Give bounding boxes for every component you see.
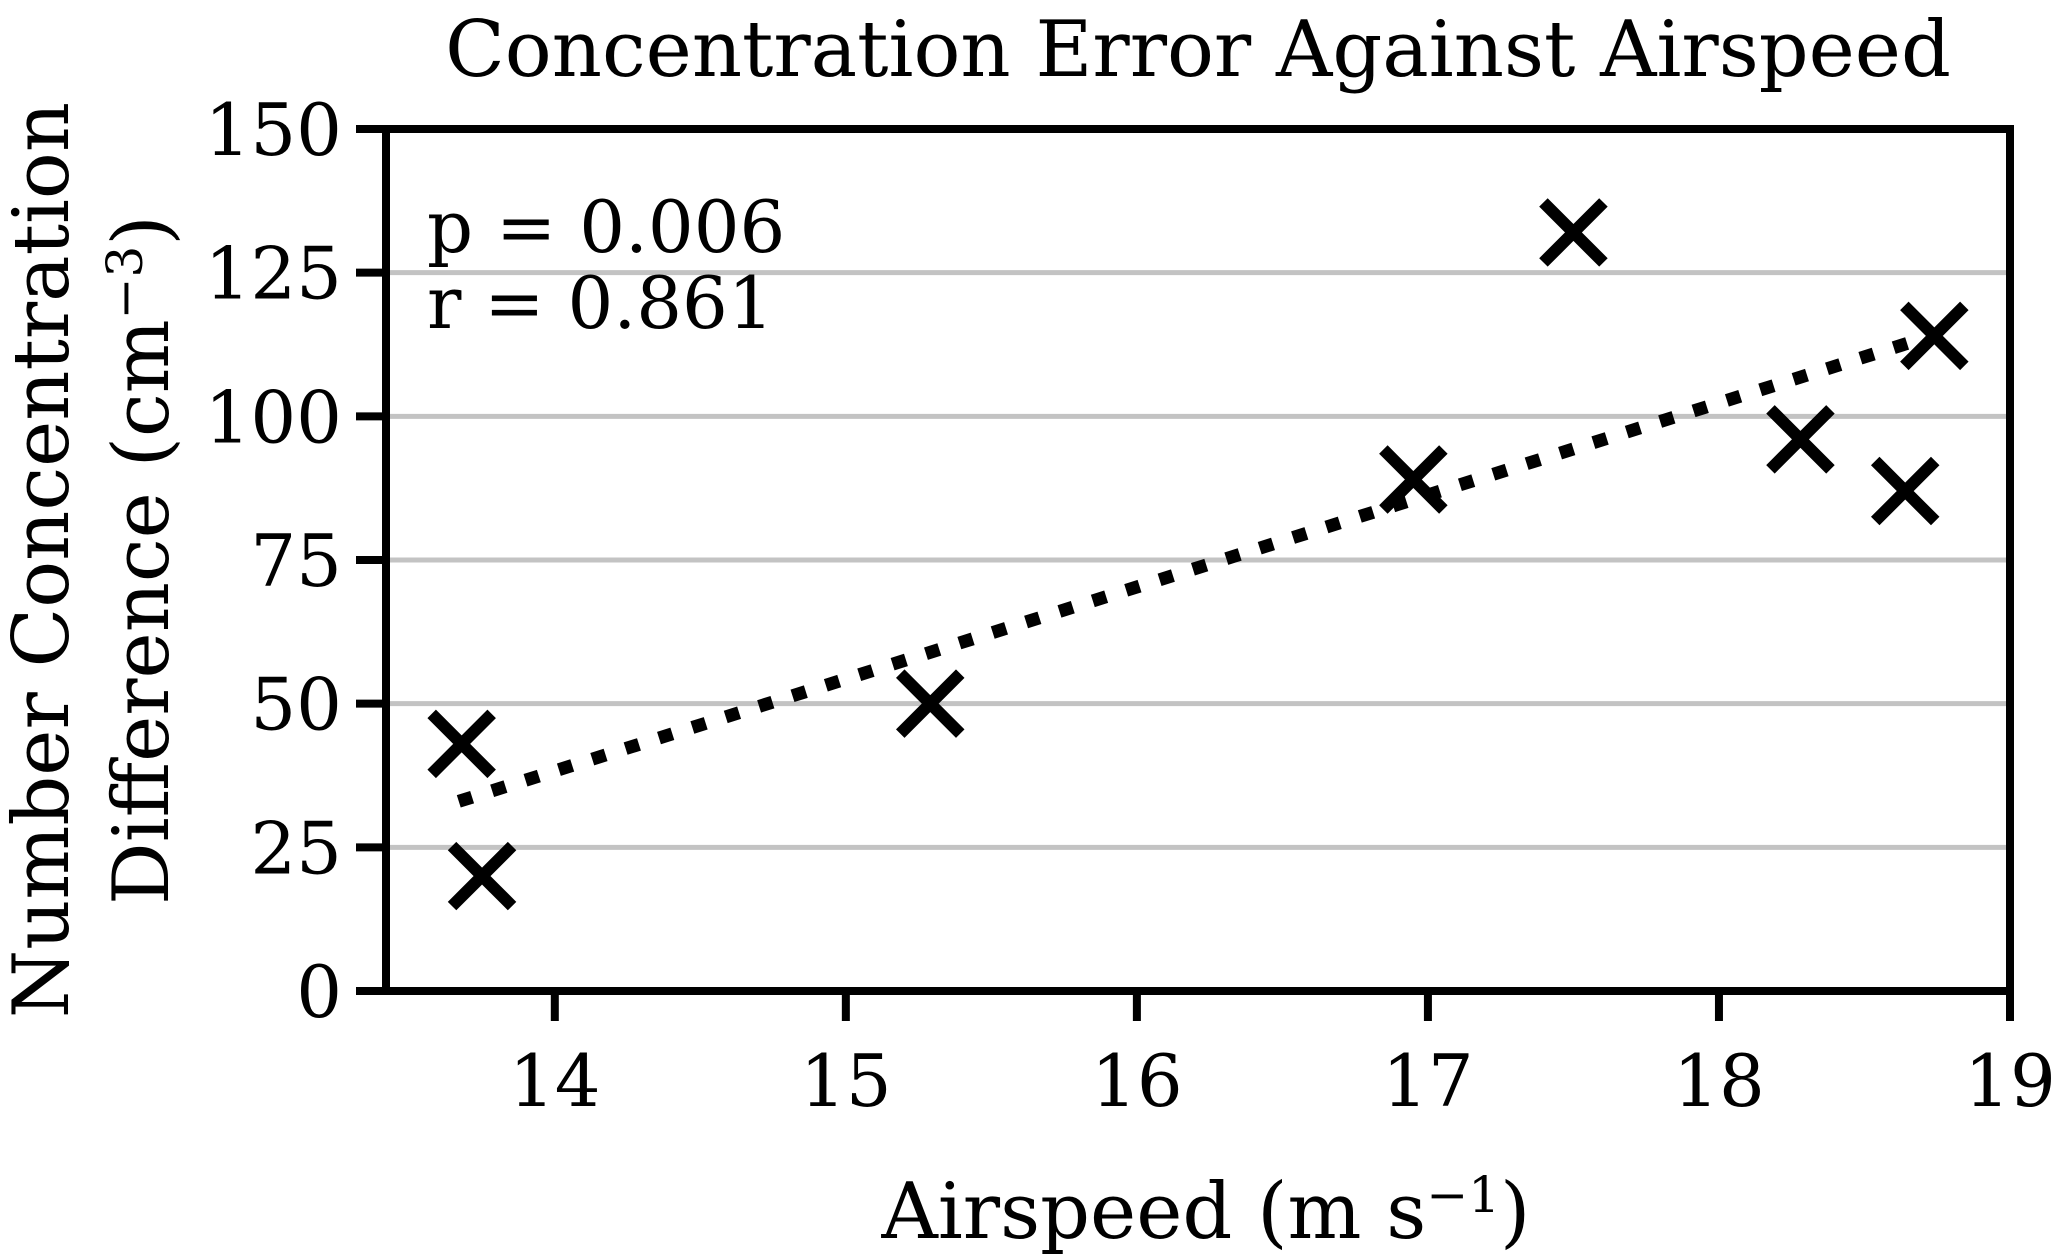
r-value-annotation: r = 0.861 — [427, 261, 774, 345]
x-tick-labels: 14 15 16 17 18 19 — [509, 1039, 2056, 1123]
y-tick-label-150: 150 — [205, 88, 342, 172]
y-tick-label-75: 75 — [250, 519, 342, 603]
y-tick-labels: 0 25 50 75 100 125 150 — [205, 88, 342, 1034]
data-point-marker-4 — [1379, 445, 1448, 514]
gridlines — [386, 270, 2010, 850]
data-point-marker-1 — [427, 709, 496, 779]
data-point-marker-7 — [1870, 456, 1940, 526]
data-point-marker-2 — [447, 841, 517, 911]
chart-title: Concentration Error Against Airspeed — [445, 5, 1951, 95]
y-tick-label-125: 125 — [205, 232, 342, 316]
p-value-annotation: p = 0.006 — [427, 185, 785, 269]
trend-line — [456, 326, 1943, 808]
x-tick-label-14: 14 — [509, 1039, 601, 1123]
x-axis-label: Airspeed (m s−1) — [881, 1166, 1531, 1256]
data-point-marker-8 — [1900, 301, 1969, 371]
trend-line-layer — [456, 326, 1943, 808]
y-tick-label-25: 25 — [250, 806, 342, 890]
x-tick-label-17: 17 — [1382, 1039, 1474, 1123]
data-point-marker-5 — [1539, 198, 1608, 267]
data-point-marker-3 — [896, 669, 965, 738]
y-axis-label-line1: Number Concentration — [0, 102, 87, 1018]
data-points-layer — [427, 198, 1969, 911]
y-tick-label-50: 50 — [250, 663, 342, 747]
axis-ticks — [356, 125, 2014, 1021]
x-tick-label-16: 16 — [1091, 1039, 1183, 1123]
x-tick-label-18: 18 — [1673, 1039, 1765, 1123]
x-tick-label-19: 19 — [1964, 1039, 2056, 1123]
y-tick-label-0: 0 — [296, 950, 342, 1034]
y-tick-label-100: 100 — [205, 375, 342, 459]
y-axis-label-line2: Difference (cm−3) — [96, 215, 187, 905]
x-tick-label-15: 15 — [800, 1039, 892, 1123]
data-point-marker-6 — [1766, 405, 1835, 474]
